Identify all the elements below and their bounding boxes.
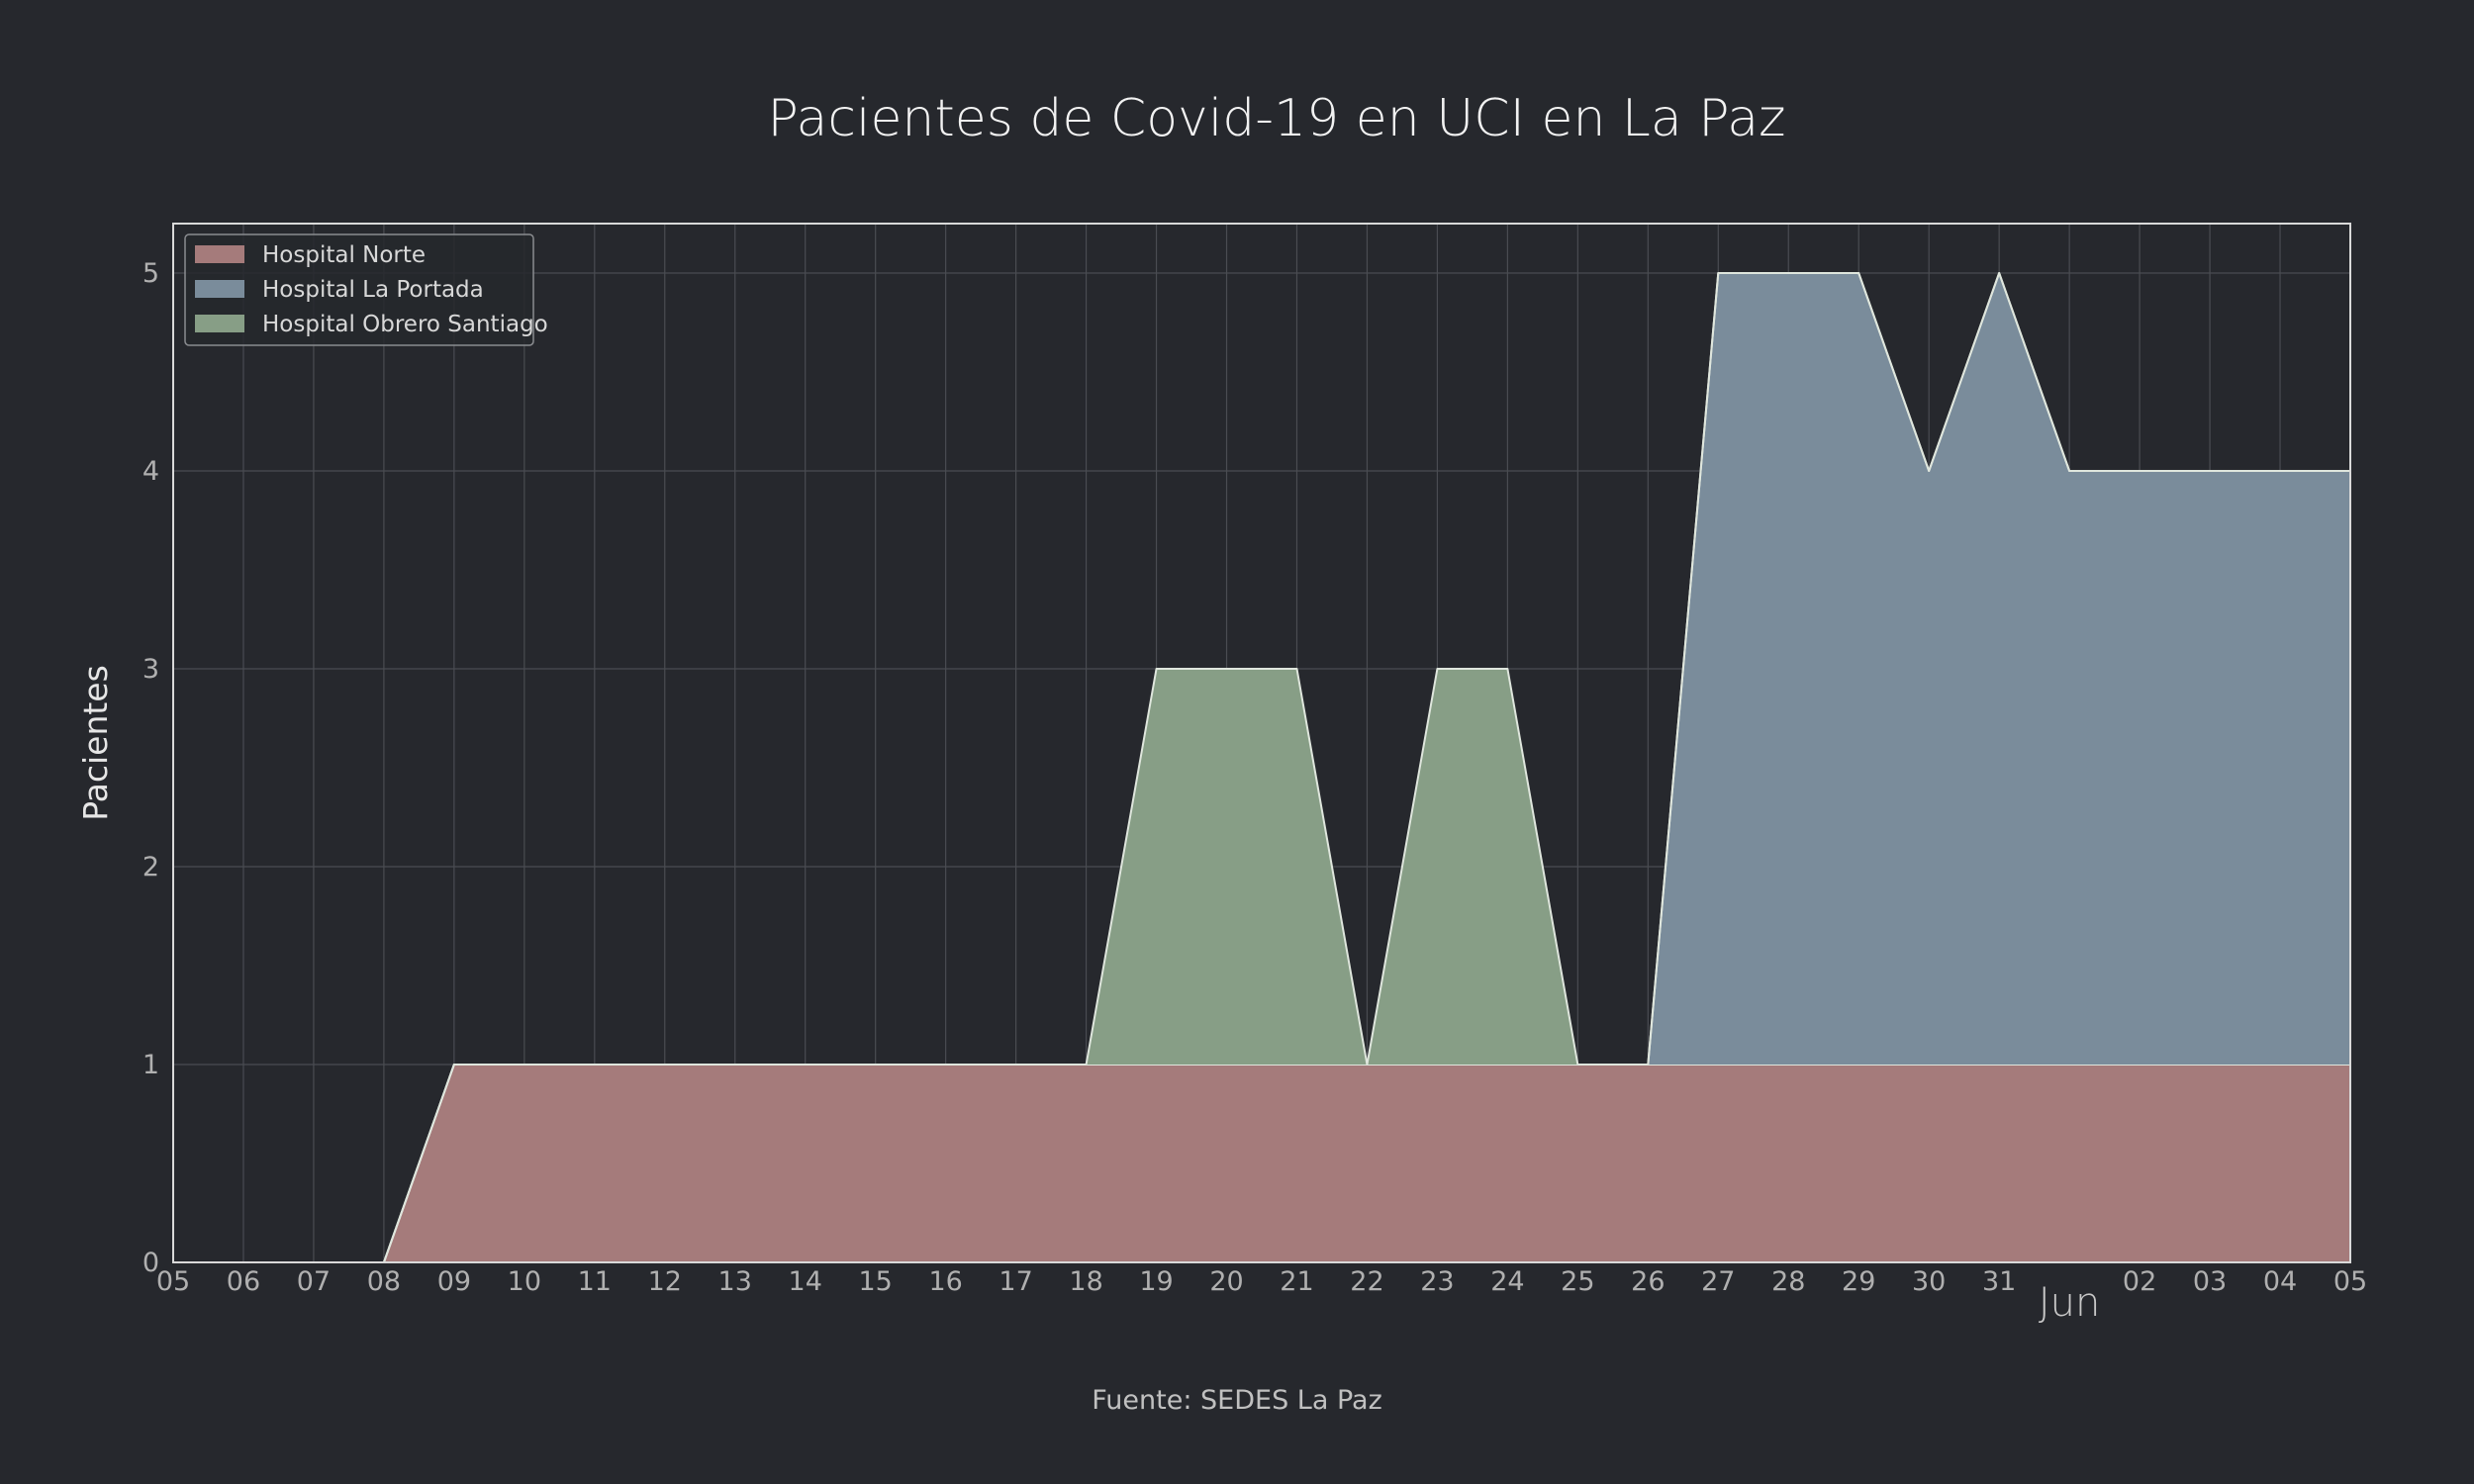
x-tick-label: 20 — [1209, 1266, 1243, 1297]
area-series-1 — [173, 1065, 2350, 1262]
x-tick-label: 04 — [2263, 1266, 2297, 1297]
x-tick-label: 02 — [2123, 1266, 2156, 1297]
legend-swatch — [195, 245, 244, 263]
x-tick-label: 22 — [1350, 1266, 1383, 1297]
y-axis-label: Pacientes — [76, 665, 115, 821]
x-axis: 05 06 07 08 09 10 11 12 13 14 15 16 17 18 19 20 21 22 23 24… — [156, 1266, 2367, 1326]
x-tick-label: 15 — [858, 1266, 892, 1297]
x-tick-label: 27 — [1701, 1266, 1735, 1297]
plot-frame — [172, 223, 2351, 1263]
y-tick-label: 1 — [143, 1050, 159, 1080]
legend-swatch — [195, 315, 244, 332]
x-tick-label: 25 — [1561, 1266, 1594, 1297]
legend-box — [184, 233, 534, 346]
x-tick-label: 31 — [1982, 1266, 2016, 1297]
area-series — [173, 272, 2350, 1263]
legend-swatch — [195, 280, 244, 298]
area-series-2 — [173, 273, 2350, 1262]
x-tick-label: 30 — [1912, 1266, 1946, 1297]
x-tick-label: 24 — [1490, 1266, 1524, 1297]
y-tick-label: 2 — [143, 852, 159, 882]
y-tick-label: 5 — [143, 258, 159, 289]
x-tick-label: 28 — [1771, 1266, 1805, 1297]
x-month-label: Jun — [2039, 1280, 2101, 1326]
x-tick-label: 08 — [367, 1266, 401, 1297]
x-tick-label: 07 — [297, 1266, 331, 1297]
legend-label: Hospital Obrero Santiago — [262, 312, 548, 337]
x-tick-label: 23 — [1420, 1266, 1454, 1297]
legend: Hospital Norte Hospital La Portada Hospita… — [184, 233, 548, 346]
area-outline-3 — [173, 272, 2350, 1263]
x-tick-label: 14 — [789, 1266, 822, 1297]
area-series-3 — [173, 273, 2350, 1262]
x-tick-label: 17 — [999, 1266, 1032, 1297]
x-tick-label: 19 — [1139, 1266, 1173, 1297]
x-tick-label: 05 — [2333, 1266, 2367, 1297]
x-tick-label: 06 — [227, 1266, 260, 1297]
y-tick-label: 0 — [143, 1248, 159, 1278]
x-tick-label: 11 — [578, 1266, 612, 1297]
x-tick-label: 05 — [156, 1266, 190, 1297]
x-tick-label: 03 — [2193, 1266, 2227, 1297]
x-tick-label: 21 — [1280, 1266, 1313, 1297]
x-tick-label: 13 — [718, 1266, 752, 1297]
y-tick-label: 3 — [143, 654, 159, 685]
x-tick-label: 16 — [928, 1266, 962, 1297]
source-note: Fuente: SEDES La Paz — [1092, 1385, 1382, 1416]
x-tick-label: 09 — [437, 1266, 471, 1297]
legend-label: Hospital Norte — [262, 242, 426, 268]
x-tick-label: 12 — [648, 1266, 682, 1297]
x-tick-label: 29 — [1842, 1266, 1875, 1297]
y-axis: 0 1 2 3 4 5 — [143, 258, 159, 1278]
x-tick-label: 10 — [508, 1266, 541, 1297]
x-tick-label: 26 — [1631, 1266, 1665, 1297]
x-tick-label: 18 — [1069, 1266, 1102, 1297]
y-tick-label: 4 — [143, 456, 159, 487]
legend-label: Hospital La Portada — [262, 277, 484, 303]
chart-title: Pacientes de Covid-19 en UCI en La Paz — [768, 89, 1786, 148]
